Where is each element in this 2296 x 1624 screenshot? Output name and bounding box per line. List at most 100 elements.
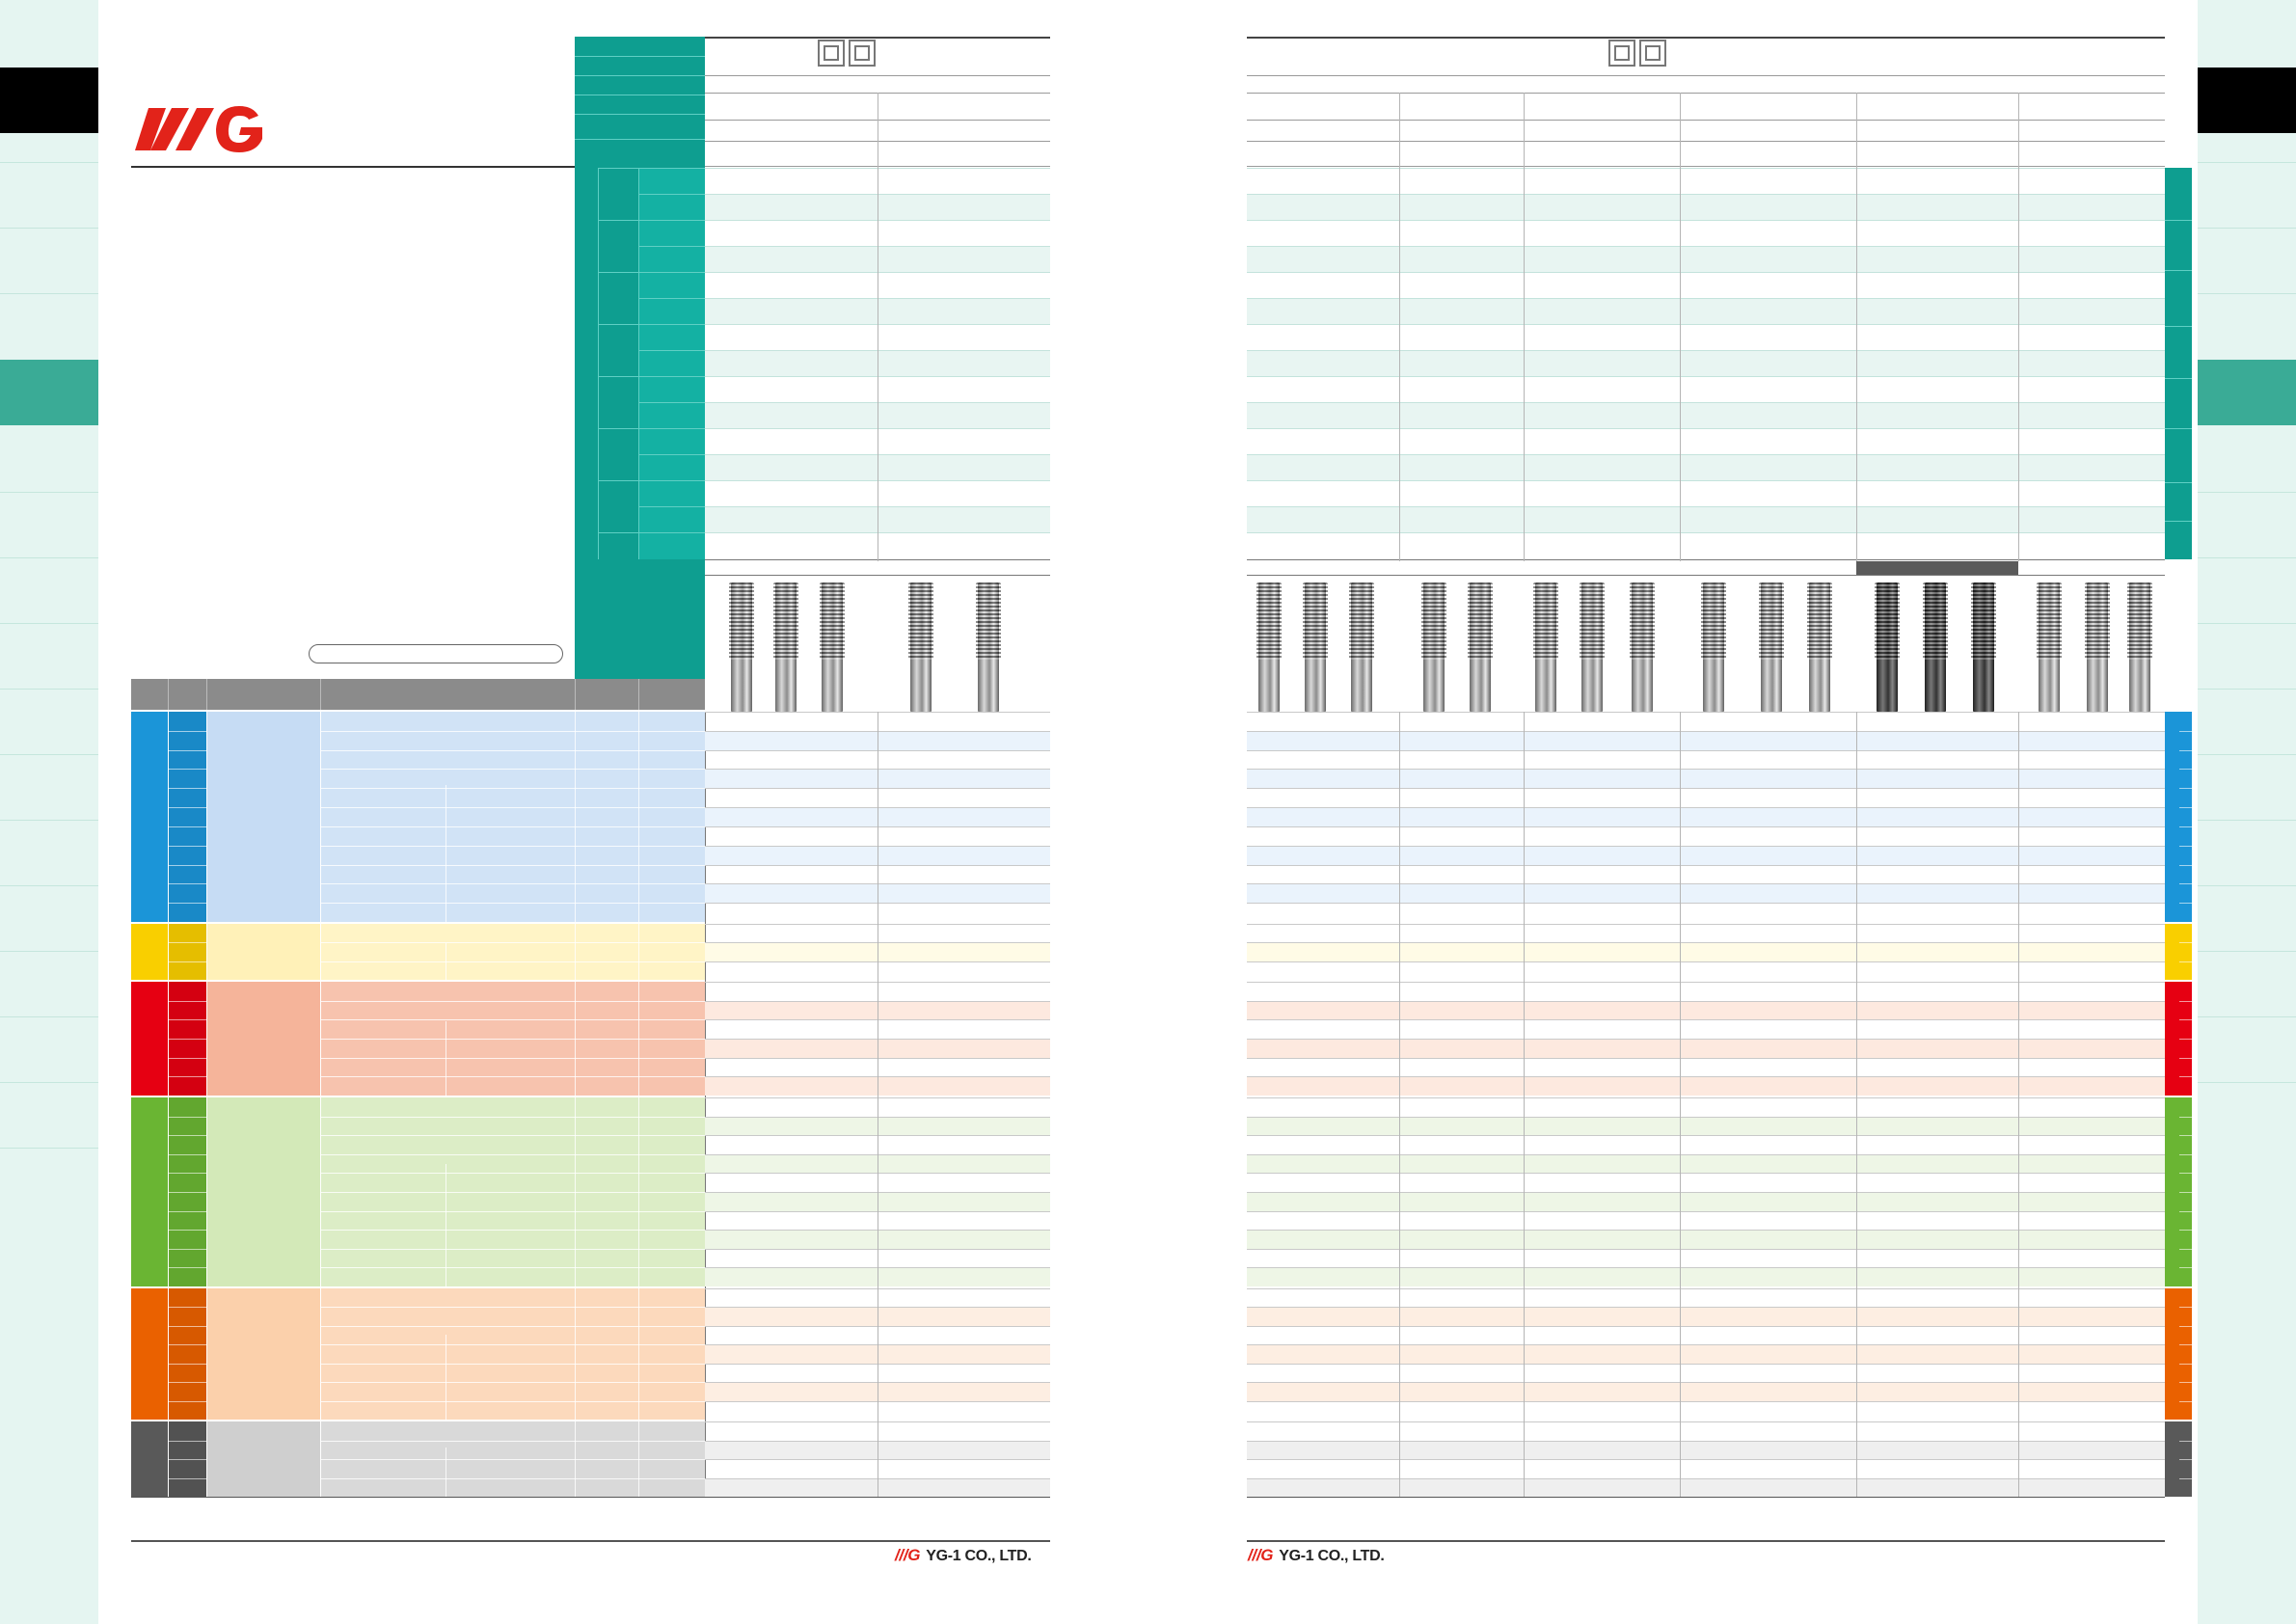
data-row-line xyxy=(1247,480,2165,481)
group-row-line xyxy=(169,807,206,809)
group-row-line xyxy=(169,1210,206,1212)
right-data-top-rule xyxy=(1247,37,2165,39)
data-row-line xyxy=(1247,220,2165,221)
data-row-line xyxy=(1247,903,2165,905)
group-color-bar xyxy=(131,712,168,922)
data-row-tint xyxy=(1247,1116,2165,1136)
data-row-tint xyxy=(1247,1344,2165,1364)
teal-row-line xyxy=(639,376,705,377)
group-row-line xyxy=(169,769,206,771)
teal-row-line xyxy=(639,532,705,533)
strip-line xyxy=(2179,730,2192,732)
group-row-line xyxy=(169,1230,206,1232)
group-color-bar xyxy=(131,982,168,1096)
right-group-strip xyxy=(2165,924,2192,980)
group-row-line xyxy=(321,864,705,866)
group-row-line xyxy=(169,749,206,751)
tap-tool-image xyxy=(1807,582,1832,712)
group-name-cell xyxy=(207,712,320,922)
group-name-cell xyxy=(207,1097,320,1286)
data-col-line xyxy=(2018,712,2019,1497)
sidebar-separator xyxy=(0,228,98,229)
group-col-line xyxy=(638,1097,639,1286)
strip-line xyxy=(2179,961,2192,962)
strip-line xyxy=(2179,1307,2192,1309)
tap-tool-image xyxy=(1580,582,1605,712)
table-bottom-border xyxy=(131,1497,705,1498)
sidebar-black-block xyxy=(0,68,98,133)
group-row-line xyxy=(169,942,206,944)
group-col-line xyxy=(575,712,576,922)
teal-row-line xyxy=(639,480,705,481)
teal-row-line xyxy=(639,324,705,325)
strip-line xyxy=(2165,482,2192,483)
data-row-line xyxy=(1247,1192,2165,1193)
data-bottom-border xyxy=(1247,1497,2165,1498)
data-row-line xyxy=(1247,1307,2165,1309)
tap-tool-image xyxy=(976,582,1001,712)
tap-tool-image xyxy=(1468,582,1493,712)
data-row-tint xyxy=(1247,298,2165,324)
data-row-line xyxy=(1247,942,2165,944)
sidebar-separator xyxy=(2198,951,2296,952)
data-row-line xyxy=(1247,1230,2165,1232)
data-col-line xyxy=(1399,712,1400,1497)
group-row-line xyxy=(321,1116,705,1118)
data-row-line xyxy=(1247,298,2165,299)
data-row-tint xyxy=(1247,350,2165,376)
data-col-line xyxy=(1680,712,1681,1497)
data-row-line xyxy=(1247,1288,2165,1289)
tap-tool-image xyxy=(1533,582,1558,712)
data-row-line xyxy=(1247,1210,2165,1212)
right-sidebar xyxy=(2198,0,2296,1624)
group-row-line xyxy=(321,1382,705,1384)
data-row-line xyxy=(1247,769,2165,771)
data-row-tint xyxy=(1247,1477,2165,1497)
group-row-line xyxy=(169,1000,206,1002)
left-data-top-rule xyxy=(705,37,1050,39)
data-row-tint xyxy=(1247,730,2165,750)
data-row-tint xyxy=(1247,1307,2165,1326)
sidebar-active-tab[interactable] xyxy=(0,360,98,425)
sidebar-separator xyxy=(2198,1082,2296,1083)
tap-tool-image xyxy=(908,582,933,712)
group-detail-cell xyxy=(321,712,705,922)
data-row-line xyxy=(1247,168,2165,169)
group-row-line xyxy=(169,1019,206,1021)
group-name-cell xyxy=(207,1421,320,1497)
strip-line xyxy=(2165,270,2192,271)
right-group-strip xyxy=(2165,712,2192,922)
strip-line xyxy=(2179,1039,2192,1040)
footer-brand-left: ///G YG-1 CO., LTD. xyxy=(895,1546,1032,1565)
group-col-line xyxy=(575,1097,576,1286)
group-sub-bar xyxy=(169,924,206,980)
header-line xyxy=(1247,120,2165,121)
data-row-line xyxy=(1247,730,2165,732)
data-row-tint xyxy=(1247,1440,2165,1459)
data-row-line xyxy=(1247,1382,2165,1384)
data-row-line xyxy=(1247,1421,2165,1422)
group-color-bar xyxy=(131,1288,168,1420)
data-row-tint xyxy=(1247,1039,2165,1058)
sidebar-separator xyxy=(0,689,98,690)
sidebar-separator xyxy=(0,754,98,755)
group-detail-cell xyxy=(321,1288,705,1420)
data-row-line xyxy=(1247,1459,2165,1460)
tap-tool-image xyxy=(1971,582,1996,712)
sidebar-separator xyxy=(2198,492,2296,493)
teal-divider xyxy=(575,139,705,140)
sidebar-separator xyxy=(0,1016,98,1017)
company-name: YG-1 CO., LTD. xyxy=(1279,1548,1385,1564)
group-row-line xyxy=(321,1400,705,1402)
teal-row-line xyxy=(639,402,705,403)
tap-tool-image xyxy=(1759,582,1784,712)
sidebar-separator xyxy=(2198,293,2296,294)
data-row-line xyxy=(1247,454,2165,455)
right-group-strip xyxy=(2165,1288,2192,1420)
footer-brand-right: ///G YG-1 CO., LTD. xyxy=(1248,1546,1385,1565)
data-row-line xyxy=(1247,864,2165,866)
group-row-line xyxy=(169,1440,206,1442)
sidebar-active-tab[interactable] xyxy=(2198,360,2296,425)
group-row-line xyxy=(169,1039,206,1040)
data-row-line xyxy=(1247,1325,2165,1327)
